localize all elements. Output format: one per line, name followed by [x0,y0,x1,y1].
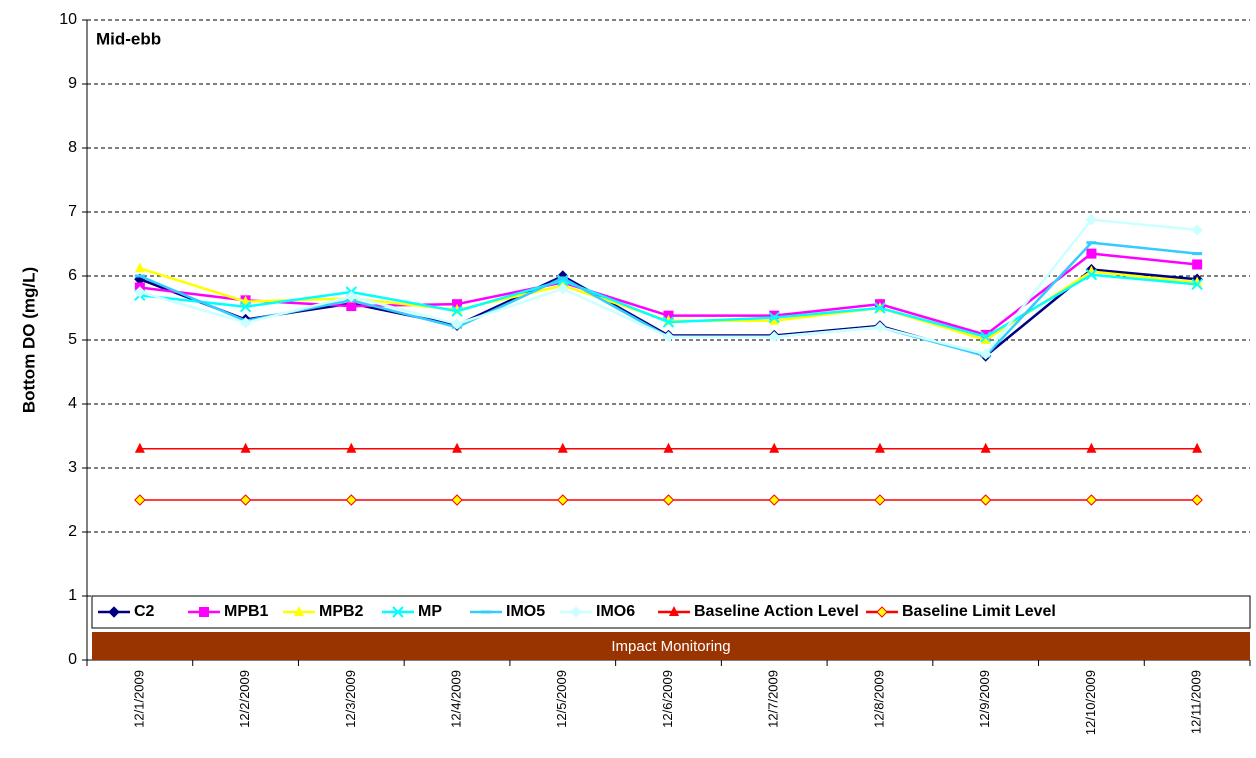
marker [199,607,209,617]
marker [108,606,120,618]
marker [557,494,569,506]
y-tick-label: 8 [68,139,77,156]
marker [979,494,992,506]
marker [1085,269,1098,281]
marker [1191,494,1203,506]
marker [557,283,569,295]
marker [979,348,992,360]
x-tick-label: 12/5/2009 [554,670,569,728]
marker [769,442,780,453]
marker [1191,224,1203,236]
marker [662,331,675,343]
marker [1191,278,1203,291]
x-tick-label: 12/3/2009 [343,670,358,728]
y-tick-label: 10 [59,11,77,28]
marker [1085,213,1098,226]
marker [134,442,145,453]
y-tick-label: 6 [68,267,77,284]
marker [662,316,675,328]
x-tick-label: 12/4/2009 [448,670,463,728]
legend-label: MP [418,603,442,620]
marker [1086,248,1097,259]
y-tick-label: 4 [68,395,77,412]
marker [346,442,357,453]
marker [345,494,358,506]
marker [769,314,780,325]
legend-label: IMO5 [506,603,545,620]
marker [980,334,991,344]
marker [874,494,886,506]
marker [874,302,886,314]
marker [239,317,252,329]
y-axis-label: Bottom DO (mg/L) [19,267,38,413]
x-tick-label: 12/6/2009 [660,670,675,728]
legend-label: MPB1 [224,603,269,620]
legend-label: Baseline Limit Level [902,603,1056,620]
x-tick-label: 12/10/2009 [1083,670,1098,735]
marker [452,442,463,453]
marker [239,301,252,313]
x-tick-label: 12/7/2009 [766,670,781,728]
marker [557,442,568,453]
y-tick-label: 5 [68,331,77,348]
marker [768,331,780,343]
marker [451,318,463,330]
marker [669,606,679,616]
marker [979,331,992,343]
marker [134,286,146,298]
marker [1085,494,1098,506]
marker [451,494,463,506]
marker [663,442,674,453]
marker [392,606,404,618]
marker [240,442,251,453]
legend-label: C2 [134,603,155,620]
x-tick-label: 12/11/2009 [1189,670,1204,734]
series-line [139,273,1198,339]
y-tick-label: 3 [68,459,77,476]
marker [768,494,780,506]
x-tick-label: 12/8/2009 [871,670,886,728]
marker [874,442,885,453]
marker [345,290,358,303]
y-tick-label: 7 [68,203,77,220]
marker [451,305,463,317]
x-tick-label: 12/9/2009 [977,670,992,728]
marker [294,606,304,616]
y-tick-label: 0 [68,651,77,668]
marker [768,311,780,324]
marker [876,606,888,618]
marker [980,442,991,453]
marker [1086,442,1097,453]
marker [570,606,582,618]
marker [134,262,145,273]
marker [874,321,886,333]
legend-label: Baseline Action Level [694,603,859,620]
marker [346,301,357,312]
y-tick-label: 2 [68,523,77,540]
impact-band [92,632,1250,660]
marker [239,494,252,506]
impact-band-label: Impact Monitoring [611,638,730,655]
marker [662,494,675,506]
annotation: Mid-ebb [96,29,161,48]
legend-label: IMO6 [596,603,635,620]
y-tick-label: 9 [68,75,77,92]
x-tick-label: 12/1/2009 [131,670,146,728]
x-tick-label: 12/2/2009 [237,670,252,728]
marker [1192,442,1203,453]
marker [1192,259,1203,270]
marker [134,494,146,506]
y-tick-label: 1 [68,587,77,604]
legend-label: MPB2 [319,603,364,620]
